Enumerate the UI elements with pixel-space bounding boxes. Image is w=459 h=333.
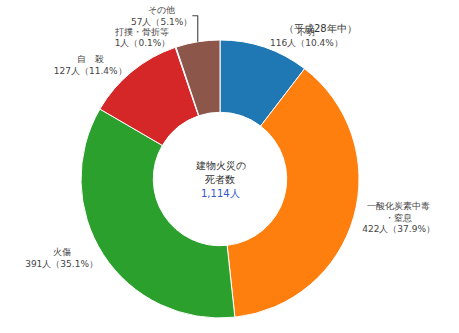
svg-text:不明116人（10.4%）: 不明116人（10.4%） [270,27,343,49]
svg-text:1,114人: 1,114人 [201,188,240,199]
svg-text:その他57人（5.1%）: その他57人（5.1%） [131,5,192,27]
svg-text:死者数: 死者数 [205,174,235,185]
svg-text:自 殺127人（11.4%）: 自 殺127人（11.4%） [54,54,127,76]
svg-text:（平成28年中）: （平成28年中） [284,23,357,34]
svg-text:打撲・骨折等1人（0.1%）: 打撲・骨折等1人（0.1%） [114,27,170,49]
svg-text:建物火災の: 建物火災の [195,160,246,171]
svg-text:火傷391人（35.1%）: 火傷391人（35.1%） [25,247,98,269]
svg-text:一酸化炭素中毒・窒息422人（37.9%）: 一酸化炭素中毒・窒息422人（37.9%） [362,201,435,234]
